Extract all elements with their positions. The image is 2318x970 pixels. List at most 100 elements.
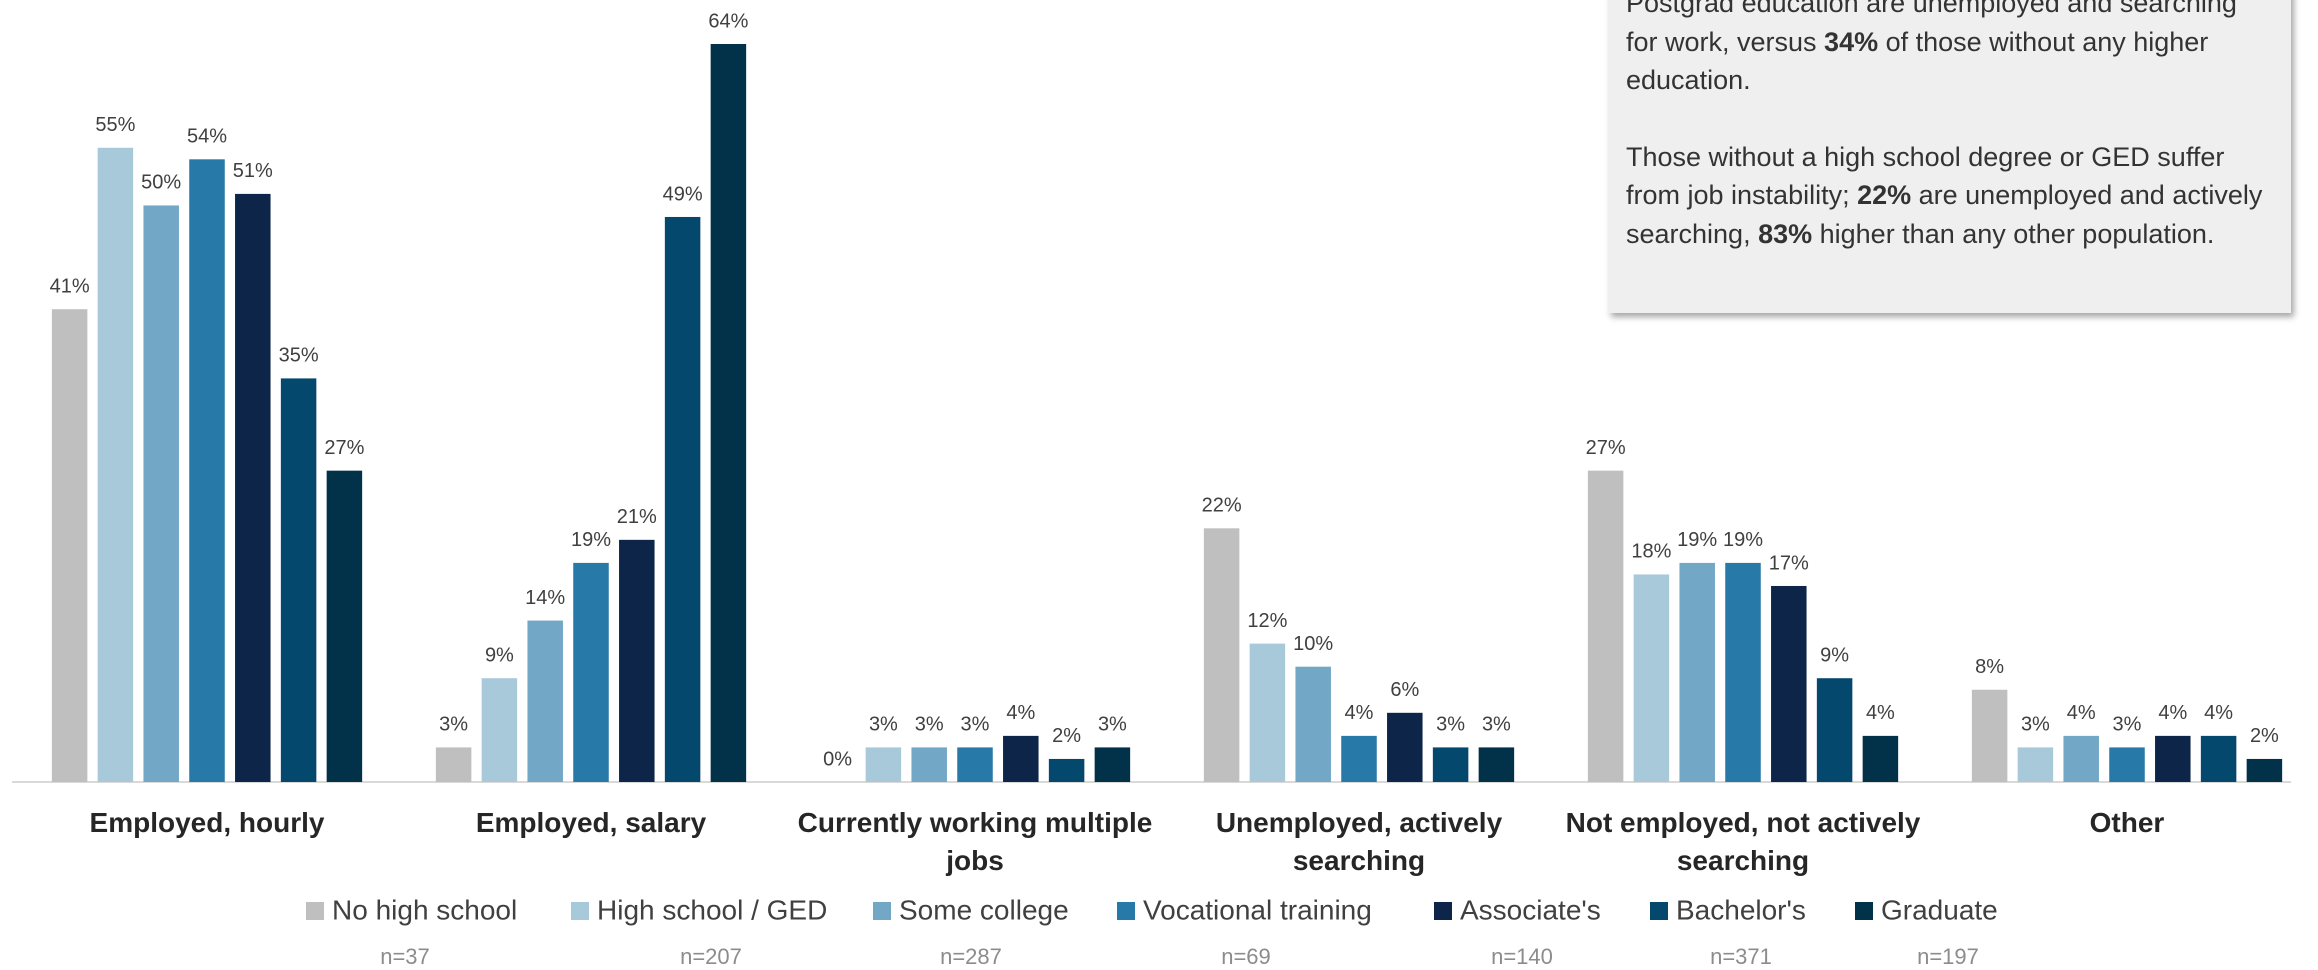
value-label: 2% bbox=[1052, 725, 1081, 747]
annotation-emphasis: 22% bbox=[1857, 180, 1912, 210]
value-label: 27% bbox=[324, 437, 364, 459]
annotation-paragraph: Postgrad education are unemployed and se… bbox=[1626, 0, 2273, 100]
bar bbox=[2017, 747, 2054, 782]
value-label: 19% bbox=[571, 529, 611, 551]
bar bbox=[1587, 470, 1624, 782]
value-label: 12% bbox=[1247, 610, 1287, 632]
bar bbox=[710, 44, 747, 782]
bar bbox=[1003, 735, 1039, 782]
bar bbox=[573, 562, 609, 782]
value-label: 19% bbox=[1677, 529, 1717, 551]
value-label: 54% bbox=[187, 126, 227, 148]
bar bbox=[1633, 574, 1670, 782]
annotation-text: higher than any other population. bbox=[1812, 218, 2215, 249]
bar bbox=[1048, 758, 1085, 782]
sample-size: n=197 bbox=[1917, 944, 1979, 969]
bar bbox=[2200, 735, 2237, 782]
bar bbox=[1249, 643, 1286, 782]
value-label: 0% bbox=[823, 748, 852, 770]
value-label: 3% bbox=[915, 714, 944, 736]
bar bbox=[664, 216, 701, 782]
bar bbox=[1679, 562, 1715, 782]
bar bbox=[1094, 747, 1131, 782]
legend-swatch bbox=[1117, 902, 1135, 920]
legend-label: Associate's bbox=[1460, 894, 1601, 925]
bar bbox=[619, 539, 655, 782]
value-label: 49% bbox=[663, 183, 703, 205]
value-label: 3% bbox=[1436, 714, 1465, 736]
bar bbox=[1295, 666, 1331, 782]
bar bbox=[280, 378, 317, 782]
annotation-box: Postgrad education are unemployed and se… bbox=[1608, 0, 2291, 313]
bar bbox=[326, 470, 363, 782]
bar bbox=[957, 747, 993, 782]
legend-label: Vocational training bbox=[1143, 894, 1372, 925]
value-label: 10% bbox=[1293, 633, 1333, 655]
bar bbox=[1725, 562, 1761, 782]
bar bbox=[1971, 689, 2008, 782]
value-label: 21% bbox=[617, 506, 657, 528]
value-label: 3% bbox=[961, 714, 990, 736]
bar bbox=[2063, 735, 2099, 782]
bar bbox=[2109, 747, 2145, 782]
annotation-text: are unemployed and actively searching, bbox=[1626, 180, 2263, 249]
bar bbox=[1478, 747, 1515, 782]
annotation-text: of those without any higher education. bbox=[1626, 26, 2209, 96]
value-label: 8% bbox=[1975, 656, 2004, 678]
legend-label: High school / GED bbox=[597, 894, 827, 925]
sample-size: n=287 bbox=[940, 944, 1002, 969]
legend-swatch bbox=[1434, 902, 1452, 920]
value-label: 3% bbox=[2021, 714, 2050, 736]
annotation-text: Those without a high school degree or GE… bbox=[1626, 141, 2225, 211]
bar bbox=[1816, 678, 1853, 782]
value-label: 3% bbox=[869, 714, 898, 736]
bar bbox=[1771, 585, 1807, 782]
legend-swatch bbox=[873, 902, 891, 920]
bar bbox=[1387, 712, 1423, 782]
bar bbox=[143, 205, 179, 782]
value-label: 2% bbox=[2250, 725, 2279, 747]
value-label: 4% bbox=[2204, 702, 2233, 724]
value-label: 3% bbox=[1482, 714, 1511, 736]
value-label: 19% bbox=[1723, 529, 1763, 551]
value-label: 27% bbox=[1586, 437, 1626, 459]
value-label: 3% bbox=[439, 714, 468, 736]
value-label: 22% bbox=[1202, 495, 1242, 517]
bar bbox=[527, 620, 563, 782]
legend-swatch bbox=[1650, 902, 1668, 920]
bar bbox=[1862, 735, 1899, 782]
annotation-text: Postgrad education are unemployed and se… bbox=[1626, 0, 2237, 57]
category-label: Employed, salary bbox=[475, 807, 707, 838]
value-label: 4% bbox=[1345, 702, 1374, 724]
value-label: 4% bbox=[1866, 702, 1895, 724]
legend-swatch bbox=[306, 902, 324, 920]
bar bbox=[1203, 528, 1240, 782]
bar bbox=[189, 159, 225, 782]
bar bbox=[435, 747, 472, 782]
bar bbox=[1432, 747, 1469, 782]
bar bbox=[865, 747, 902, 782]
value-label: 50% bbox=[141, 172, 181, 194]
value-label: 51% bbox=[233, 160, 273, 182]
value-label: 18% bbox=[1631, 541, 1671, 563]
value-label: 17% bbox=[1769, 552, 1809, 574]
category-label: Currently working multiple jobs bbox=[797, 807, 1153, 876]
category-label: Employed, hourly bbox=[89, 807, 325, 838]
category-label: Unemployed, actively searching bbox=[1215, 807, 1503, 876]
value-label: 9% bbox=[1820, 645, 1849, 667]
bar bbox=[235, 193, 271, 782]
sample-size: n=140 bbox=[1491, 944, 1553, 969]
annotation-emphasis: 83% bbox=[1758, 218, 1813, 249]
category-label: Other bbox=[2089, 807, 2165, 838]
annotation-paragraph: Those without a high school degree or GE… bbox=[1626, 138, 2273, 254]
value-label: 4% bbox=[2158, 702, 2187, 724]
sample-size: n=37 bbox=[380, 944, 430, 969]
value-label: 9% bbox=[485, 645, 514, 667]
category-label: Not employed, not actively searching bbox=[1565, 807, 1921, 876]
bar bbox=[911, 747, 947, 782]
value-label: 3% bbox=[1098, 714, 1127, 736]
sample-size: n=371 bbox=[1710, 944, 1772, 969]
value-label: 14% bbox=[525, 587, 565, 609]
